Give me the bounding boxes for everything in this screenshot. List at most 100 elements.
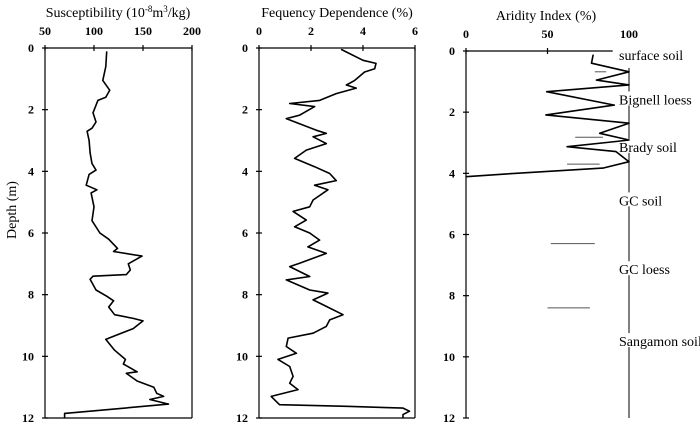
data-point bbox=[312, 199, 314, 201]
data-point bbox=[85, 184, 87, 186]
data-point bbox=[628, 122, 630, 124]
data-point bbox=[408, 410, 411, 412]
data-point bbox=[289, 266, 291, 268]
y-tick-label: 0 bbox=[449, 44, 455, 58]
data-point bbox=[156, 392, 158, 394]
data-point bbox=[289, 365, 291, 368]
data-point bbox=[113, 335, 115, 337]
y-tick-label: 8 bbox=[242, 288, 248, 302]
data-point bbox=[312, 332, 314, 334]
data-point bbox=[141, 255, 143, 257]
data-point bbox=[136, 380, 138, 382]
unit-label: GC loess bbox=[619, 263, 670, 278]
data-point bbox=[595, 79, 598, 81]
data-point bbox=[602, 167, 604, 169]
data-point bbox=[109, 89, 111, 91]
x-tick-label: 4 bbox=[360, 24, 366, 38]
y-tick-label: 6 bbox=[28, 226, 34, 240]
data-point bbox=[105, 65, 107, 68]
data-point bbox=[506, 173, 508, 175]
data-point bbox=[590, 62, 593, 64]
data-point bbox=[125, 372, 127, 374]
data-point bbox=[318, 99, 321, 102]
series-line bbox=[465, 54, 630, 178]
data-point bbox=[97, 99, 99, 102]
y-tick-label: 12 bbox=[443, 411, 455, 425]
data-point bbox=[628, 84, 630, 86]
data-point bbox=[325, 305, 327, 307]
data-point bbox=[566, 146, 568, 148]
data-point bbox=[402, 417, 404, 419]
data-point bbox=[92, 275, 94, 277]
susceptibility-title: Susceptibility (10-8m3/kg) bbox=[46, 4, 191, 21]
data-point bbox=[314, 184, 316, 186]
data-point bbox=[354, 79, 356, 81]
data-point bbox=[124, 358, 126, 361]
data-point bbox=[108, 306, 110, 308]
data-point bbox=[545, 114, 547, 116]
y-tick-label: 6 bbox=[449, 228, 455, 242]
data-point bbox=[91, 220, 93, 222]
frequency-title: Fequency Dependence (%) bbox=[261, 6, 413, 21]
unit-label: Bignell loess bbox=[619, 93, 692, 108]
data-point bbox=[105, 96, 107, 98]
data-point bbox=[615, 151, 617, 153]
data-point bbox=[92, 112, 94, 114]
x-tick-label: 0 bbox=[463, 27, 469, 41]
data-point bbox=[125, 274, 127, 276]
x-tick-label: 100 bbox=[85, 24, 103, 38]
data-point bbox=[90, 192, 92, 194]
series-line bbox=[63, 51, 170, 418]
y-tick-label: 12 bbox=[22, 411, 34, 425]
data-point bbox=[64, 412, 66, 414]
data-point bbox=[340, 48, 343, 51]
data-point bbox=[342, 314, 344, 316]
unit-label: GC soil bbox=[619, 194, 662, 209]
data-point bbox=[142, 320, 144, 322]
y-tick-label: 8 bbox=[449, 289, 455, 303]
x-tick-label: 150 bbox=[134, 24, 152, 38]
y-tick-label: 10 bbox=[236, 349, 248, 363]
data-point bbox=[295, 352, 298, 354]
data-point bbox=[312, 299, 314, 301]
data-point bbox=[314, 166, 316, 168]
series-line bbox=[270, 48, 411, 418]
unit-label: Sangamon soil bbox=[619, 335, 700, 350]
panel-2: 0 2 4 6 0 2 4 6 8 10 12 bbox=[236, 24, 418, 425]
y-tick-label: 0 bbox=[28, 41, 34, 55]
x-tick-label: 0 bbox=[256, 24, 262, 38]
data-point bbox=[88, 139, 90, 142]
data-point bbox=[628, 71, 630, 73]
x-tick-label: 6 bbox=[412, 24, 418, 38]
data-point bbox=[312, 136, 314, 138]
x-tick-label: 50 bbox=[542, 27, 554, 41]
data-point bbox=[129, 269, 131, 271]
data-point bbox=[108, 238, 110, 240]
data-point bbox=[289, 102, 291, 105]
y-tick-label: 2 bbox=[449, 105, 455, 119]
unit-label: surface soil bbox=[619, 49, 683, 64]
y-tick-label: 4 bbox=[449, 166, 455, 180]
data-point bbox=[325, 325, 327, 328]
data-point bbox=[93, 206, 95, 208]
data-point bbox=[329, 172, 331, 175]
data-point bbox=[64, 417, 66, 419]
y-tick-label: 6 bbox=[242, 226, 248, 240]
unit-label-bg bbox=[617, 261, 677, 276]
data-point bbox=[285, 118, 287, 120]
data-point bbox=[309, 289, 311, 291]
data-point bbox=[277, 358, 279, 361]
data-point bbox=[153, 386, 155, 388]
data-point bbox=[86, 130, 88, 132]
data-point bbox=[96, 189, 98, 191]
y-tick-label: 8 bbox=[28, 288, 34, 302]
data-point bbox=[309, 275, 311, 278]
data-point bbox=[122, 363, 124, 365]
data-point bbox=[99, 409, 101, 411]
data-point bbox=[615, 140, 617, 143]
data-point bbox=[105, 338, 107, 340]
y-tick-label: 12 bbox=[236, 411, 248, 425]
data-point bbox=[402, 407, 404, 409]
data-point bbox=[298, 114, 301, 116]
